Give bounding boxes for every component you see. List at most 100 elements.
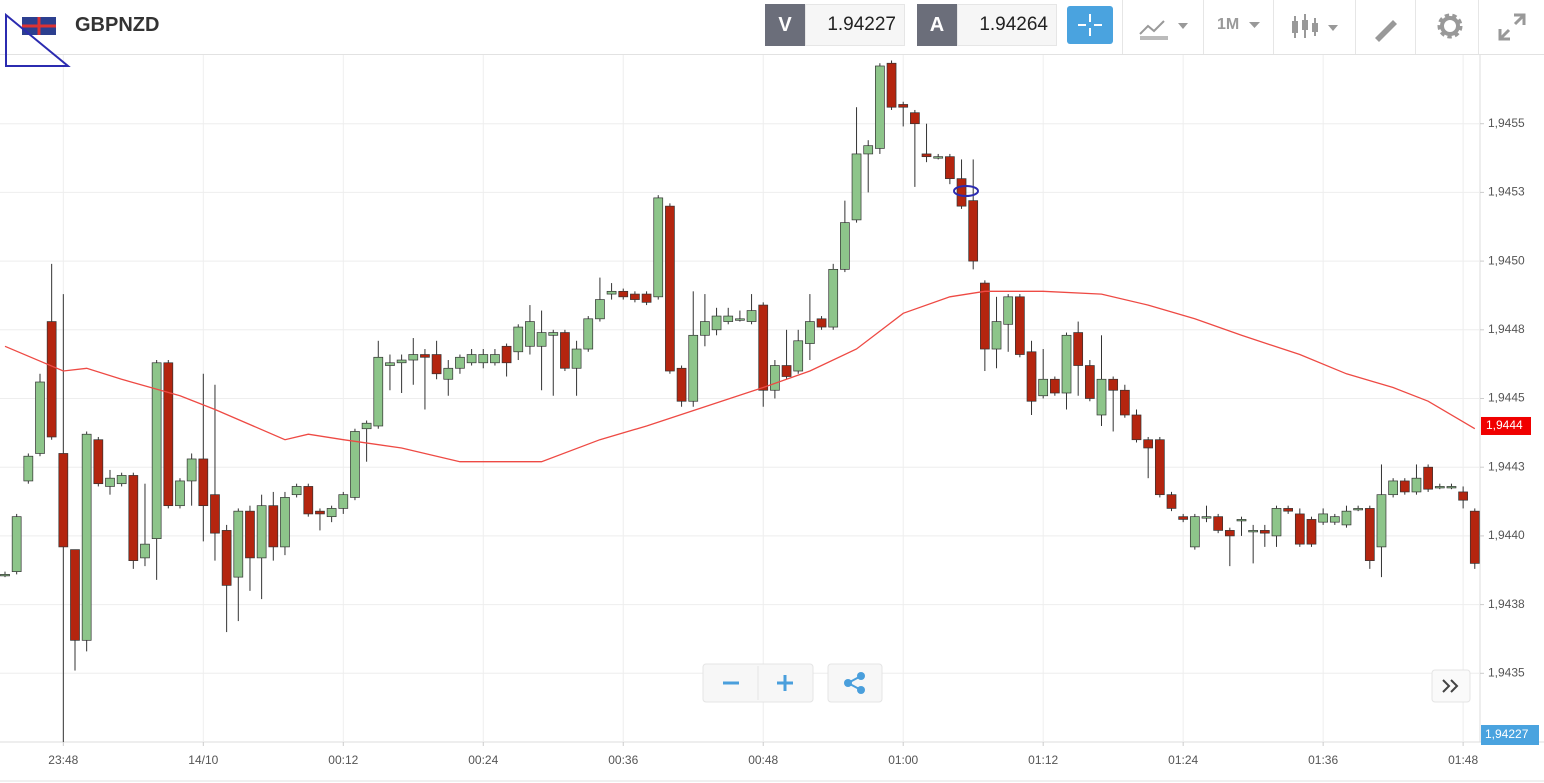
candle-body [921, 153, 932, 158]
candle-body [478, 354, 489, 364]
candle-body [420, 354, 430, 358]
candle-body [163, 362, 174, 507]
zoom-in[interactable] [777, 675, 793, 691]
separator [1355, 0, 1356, 54]
gear-icon [1440, 16, 1460, 36]
drawing-ellipse[interactable] [953, 185, 979, 197]
candle-body [1294, 513, 1305, 545]
symbol: GBPNZD [75, 14, 160, 36]
ask-label[interactable]: A [917, 4, 957, 46]
candle-body [210, 494, 220, 534]
drawing-triangle[interactable] [5, 12, 71, 67]
y-tick-label: 1,9455 [1488, 116, 1525, 130]
separator [1415, 0, 1416, 54]
crosshair-icon [1078, 14, 1102, 36]
candle-body [1259, 530, 1270, 534]
candle-body [1189, 516, 1200, 548]
separator [1273, 0, 1274, 54]
candle-body [1224, 530, 1235, 537]
settings-button[interactable] [1435, 11, 1465, 41]
candle-body [175, 480, 185, 507]
last-price-label: 1,94227 [1485, 727, 1529, 741]
candle-body [245, 510, 255, 559]
candle-body [1213, 516, 1224, 531]
candle-body [805, 321, 815, 344]
candle-body [1073, 332, 1084, 366]
candle-body [501, 345, 512, 364]
candle-body [1119, 389, 1130, 416]
marks: 1,9444 1,94227 [0, 60, 1539, 745]
candle-body [1271, 508, 1282, 537]
crosshair-button[interactable] [1067, 6, 1113, 44]
y-tick-label: 1,9443 [1488, 459, 1525, 473]
ask-price[interactable]: 1.94264 [957, 4, 1057, 46]
candle-body [105, 477, 115, 487]
candle-body [338, 494, 349, 509]
caret [1328, 25, 1338, 31]
separator [1122, 0, 1123, 54]
candle-body [116, 475, 127, 485]
line-icon [1139, 20, 1165, 35]
candle-body [513, 326, 524, 353]
candle-body [431, 354, 442, 375]
x-tick-label: 01:36 [1308, 753, 1338, 767]
bid-label[interactable]: V [765, 4, 805, 46]
x-tick-label: 14/10 [188, 753, 218, 767]
candle-body [781, 365, 792, 377]
candle-body [81, 433, 92, 641]
candle-body [1015, 296, 1025, 355]
candle-body [466, 354, 477, 364]
candle-body [956, 178, 967, 207]
bid-price[interactable]: 1.94227 [805, 4, 905, 46]
candle-body [1318, 513, 1328, 523]
candle-body [676, 367, 687, 402]
candle-body [291, 486, 302, 496]
timeframe-caret[interactable] [1248, 20, 1262, 30]
candle-body [1469, 510, 1480, 564]
candle-body [1201, 516, 1212, 519]
ma-price-tag [1481, 416, 1531, 435]
candle-style-button[interactable] [1290, 12, 1346, 42]
candle-body [875, 65, 885, 149]
chart-type-button[interactable] [1138, 14, 1194, 40]
x-tick-label: 01:00 [888, 753, 918, 767]
candle-body [326, 508, 337, 518]
y-tick-label: 1,9448 [1488, 322, 1525, 336]
share-dot [844, 679, 852, 687]
share-dot [857, 686, 865, 694]
candle-body [70, 549, 80, 641]
candle-body [455, 356, 465, 369]
y-tick-label: 1,9453 [1488, 185, 1525, 199]
candle-body [968, 200, 979, 262]
candle-body [186, 458, 197, 482]
share-dot [857, 672, 865, 680]
candle-body [1341, 510, 1352, 526]
candle-body [443, 367, 454, 380]
draw-button[interactable] [1372, 12, 1402, 42]
candle-body [1178, 516, 1189, 520]
candle-body [1248, 530, 1259, 533]
ma-price-label: 1,9444 [1486, 418, 1523, 432]
candle-body [945, 156, 955, 180]
x-tick-label: 01:48 [1448, 753, 1478, 767]
candle-body [373, 356, 384, 427]
candle-body [653, 197, 664, 298]
share-button[interactable] [827, 663, 883, 703]
y-tick-label: 1,9440 [1488, 528, 1525, 542]
candle-body [618, 290, 629, 298]
candle-body [735, 318, 745, 321]
header: GBPNZD V 1.94227 A 1.94264 1M [0, 0, 1544, 67]
candle-body [980, 282, 990, 350]
candle-body [1399, 480, 1410, 493]
candle-body [898, 104, 909, 108]
candle-body [11, 516, 22, 572]
separator [1478, 0, 1479, 54]
candle-body [35, 381, 45, 454]
candle-body [1388, 480, 1398, 496]
fullscreen-button[interactable] [1497, 12, 1527, 42]
x-tick-label: 01:24 [1168, 753, 1198, 767]
candle-body [863, 145, 874, 155]
scroll-end-button[interactable] [1431, 669, 1471, 703]
timeframe[interactable]: 1M [1217, 16, 1240, 33]
